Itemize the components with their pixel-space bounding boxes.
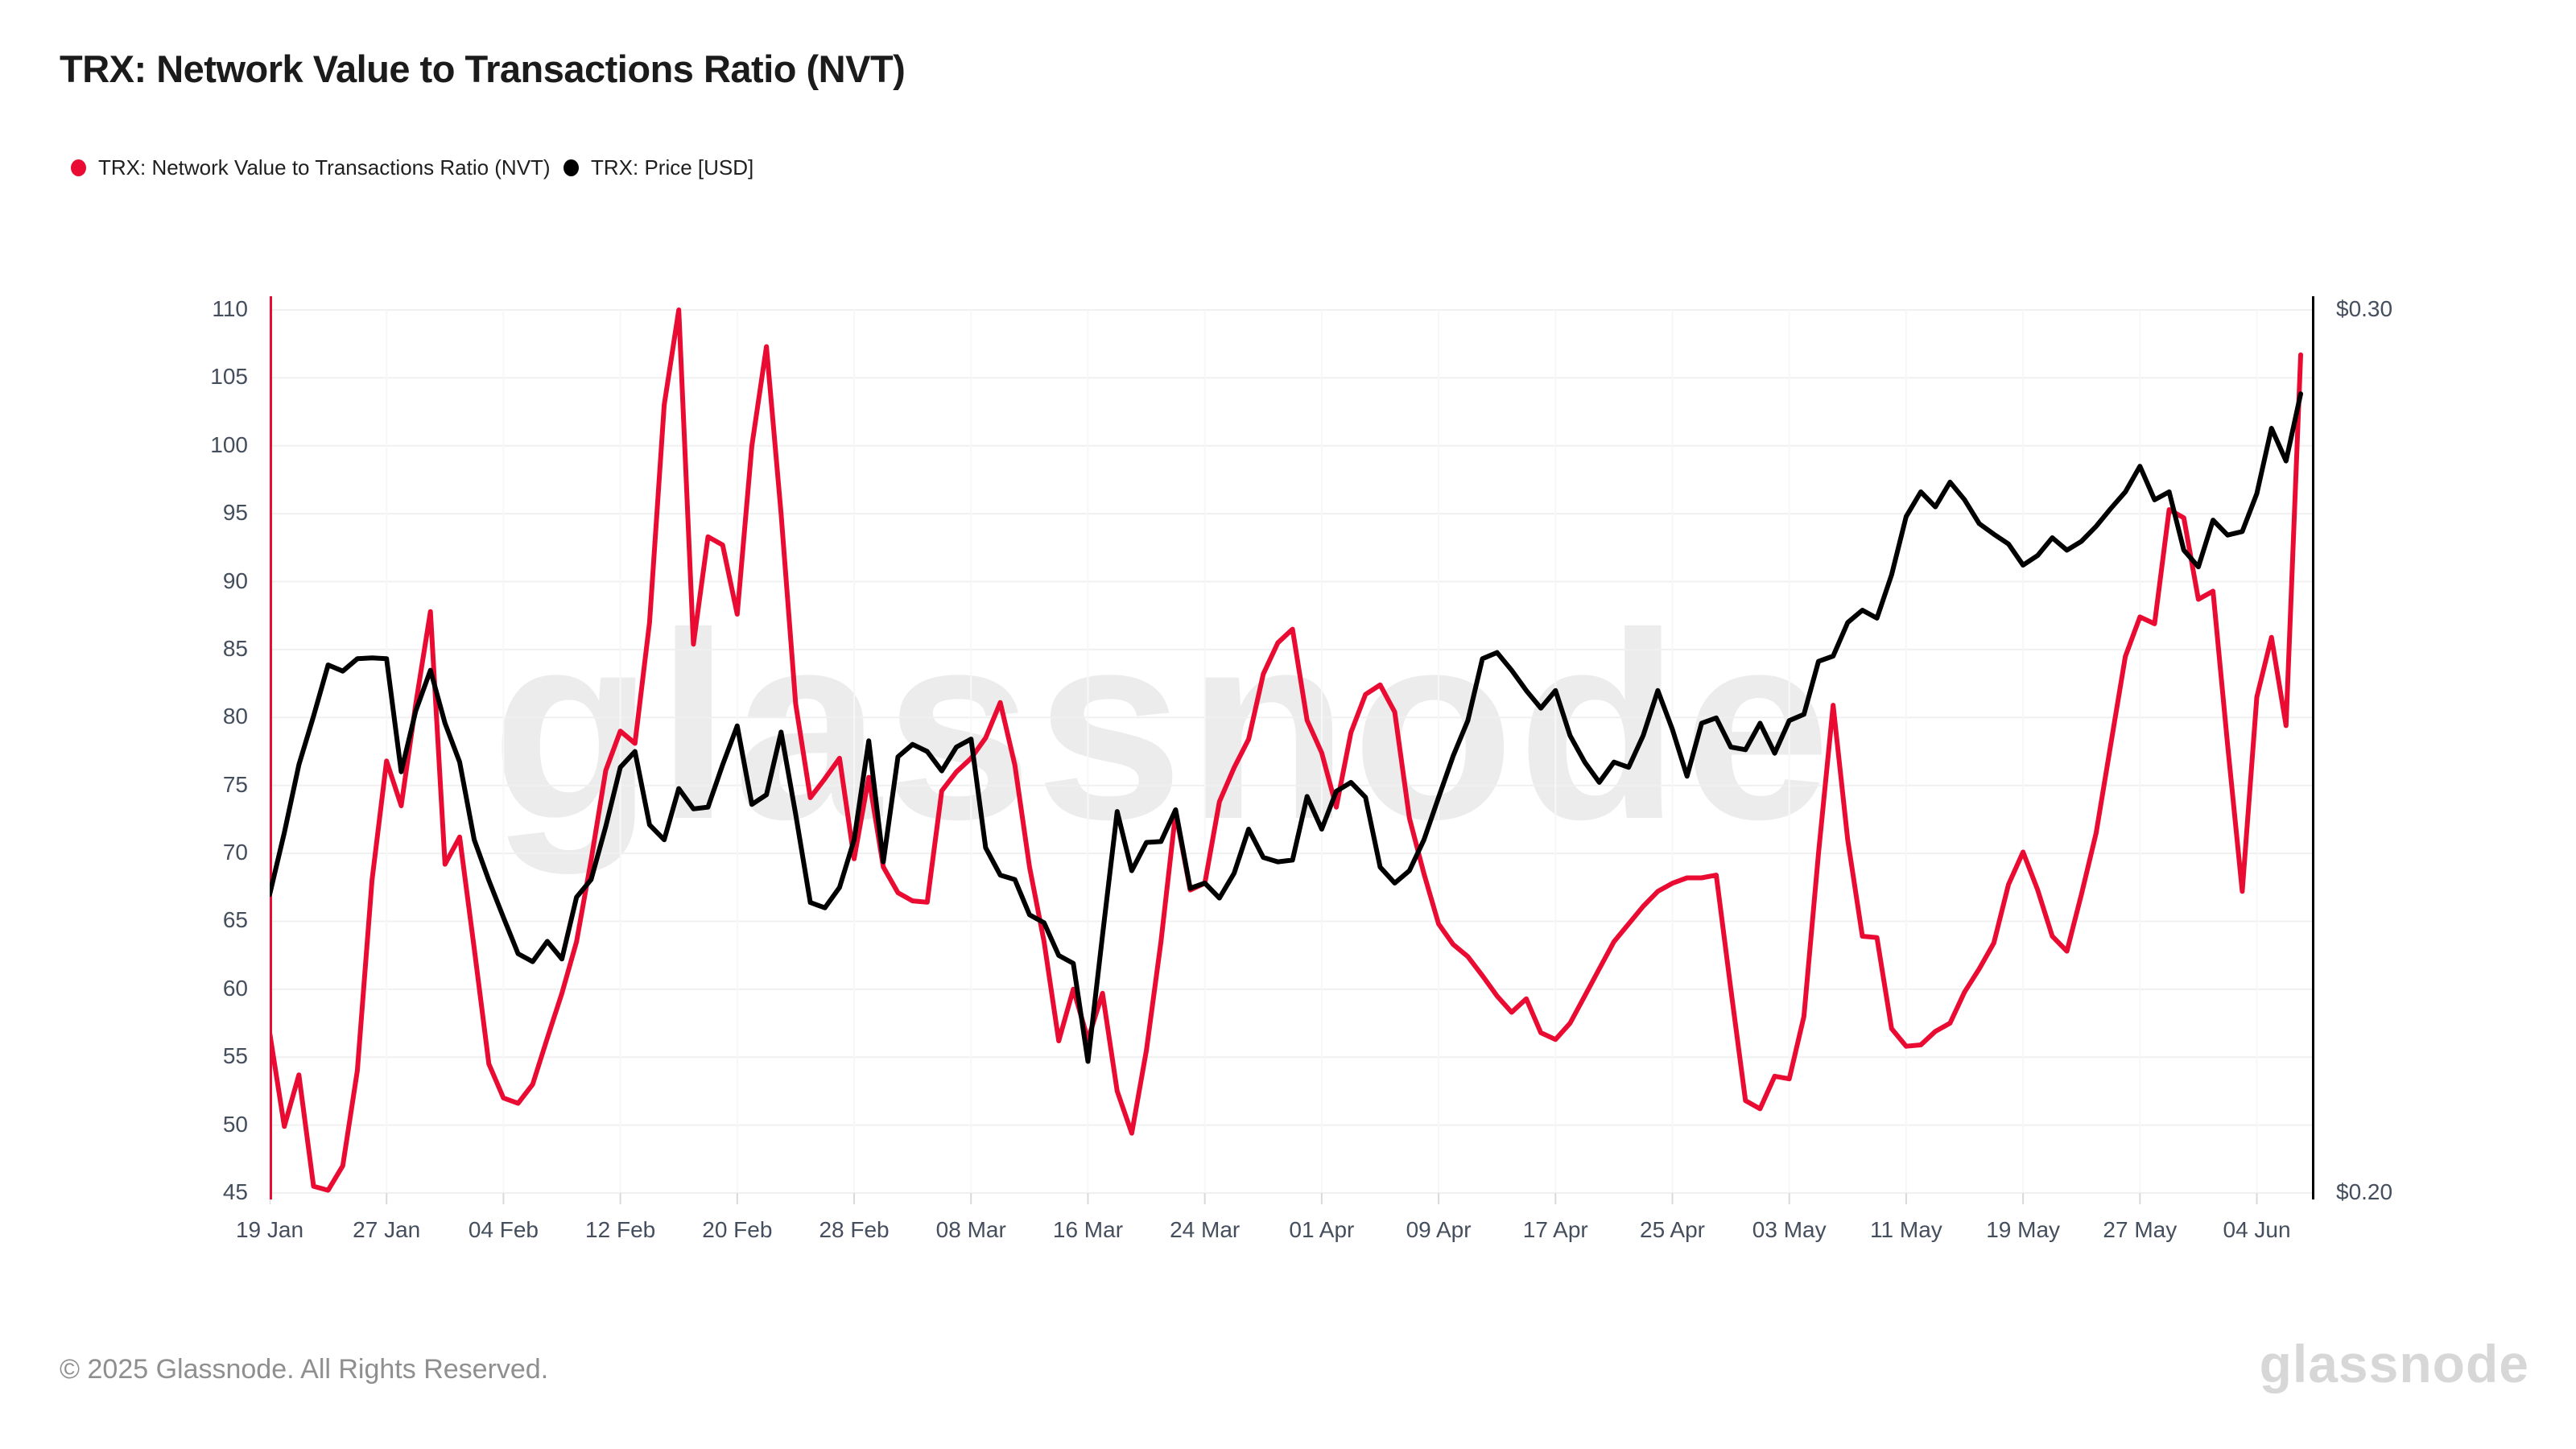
glassnode-logo: glassnode: [2259, 1334, 2529, 1393]
y-axis-left-tick-label: 70: [222, 840, 248, 865]
x-axis-tick-label: 03 May: [1752, 1217, 1827, 1242]
y-axis-left-tick-label: 60: [222, 975, 248, 1001]
x-axis-tick-label: 19 May: [1986, 1217, 2061, 1242]
y-axis-left-tick-label: 110: [212, 296, 248, 321]
x-axis-tick-label: 09 Apr: [1406, 1217, 1472, 1242]
x-axis-tick-label: 20 Feb: [702, 1217, 773, 1242]
nvt-line-series[interactable]: [270, 308, 2303, 1193]
y-axis-left-tick-label: 50: [222, 1111, 248, 1137]
x-axis-tick-label: 11 May: [1870, 1217, 1942, 1242]
y-axis-left-tick-label: 80: [222, 704, 248, 729]
y-axis-left-tick-label: 75: [222, 771, 248, 797]
legend-item-nvt[interactable]: TRX: Network Value to Transactions Ratio…: [71, 155, 551, 180]
x-axis-tick-label: 24 Mar: [1170, 1217, 1241, 1242]
x-axis-tick-label: 04 Feb: [468, 1217, 539, 1242]
y-axis-left-tick-label: 45: [222, 1179, 248, 1204]
copyright-text: © 2025 Glassnode. All Rights Reserved.: [60, 1354, 549, 1385]
x-axis-tick-label: 04 Jun: [2223, 1217, 2291, 1242]
x-axis-tick-label: 19 Jan: [235, 1217, 304, 1242]
x-axis-tick-label: 28 Feb: [819, 1217, 890, 1242]
x-axis-tick-label: 17 Apr: [1522, 1217, 1588, 1242]
y-axis-left-tick-label: 100: [210, 431, 248, 457]
legend-dot-icon: [71, 159, 86, 176]
x-axis-tick-label: 25 Apr: [1640, 1217, 1705, 1242]
x-axis-tick-label: 01 Apr: [1289, 1217, 1355, 1242]
x-axis-tick-label: 16 Mar: [1052, 1217, 1124, 1242]
x-axis-tick-label: 12 Feb: [585, 1217, 656, 1242]
y-axis-left-tick-label: 95: [222, 500, 248, 526]
x-axis-tick-label: 08 Mar: [935, 1217, 1006, 1242]
legend-item-label: TRX: Network Value to Transactions Ratio…: [98, 155, 551, 180]
legend-item-label: TRX: Price [USD]: [591, 155, 754, 180]
y-axis-left-tick-label: 90: [222, 568, 248, 593]
y-axis-left-tick-label: 65: [222, 907, 248, 933]
y-axis-right-tick-label: $0.30: [2336, 296, 2393, 321]
chart-plot-area[interactable]: [270, 296, 2314, 1214]
legend-dot-icon: [564, 159, 579, 176]
x-axis-tick-label: 27 Jan: [353, 1217, 421, 1242]
y-axis-left-tick-label: 85: [222, 635, 248, 661]
y-axis-right-tick-label: $0.20: [2336, 1179, 2393, 1204]
legend-item-price[interactable]: TRX: Price [USD]: [564, 155, 753, 180]
y-axis-left-tick-label: 105: [210, 364, 248, 390]
y-axis-left-tick-label: 55: [222, 1043, 248, 1069]
glassnode-watermark: glassnode: [491, 577, 1835, 874]
x-axis-tick-label: 27 May: [2103, 1217, 2178, 1242]
page-title: TRX: Network Value to Transactions Ratio…: [60, 47, 906, 90]
price-line-series[interactable]: [270, 391, 2303, 1064]
